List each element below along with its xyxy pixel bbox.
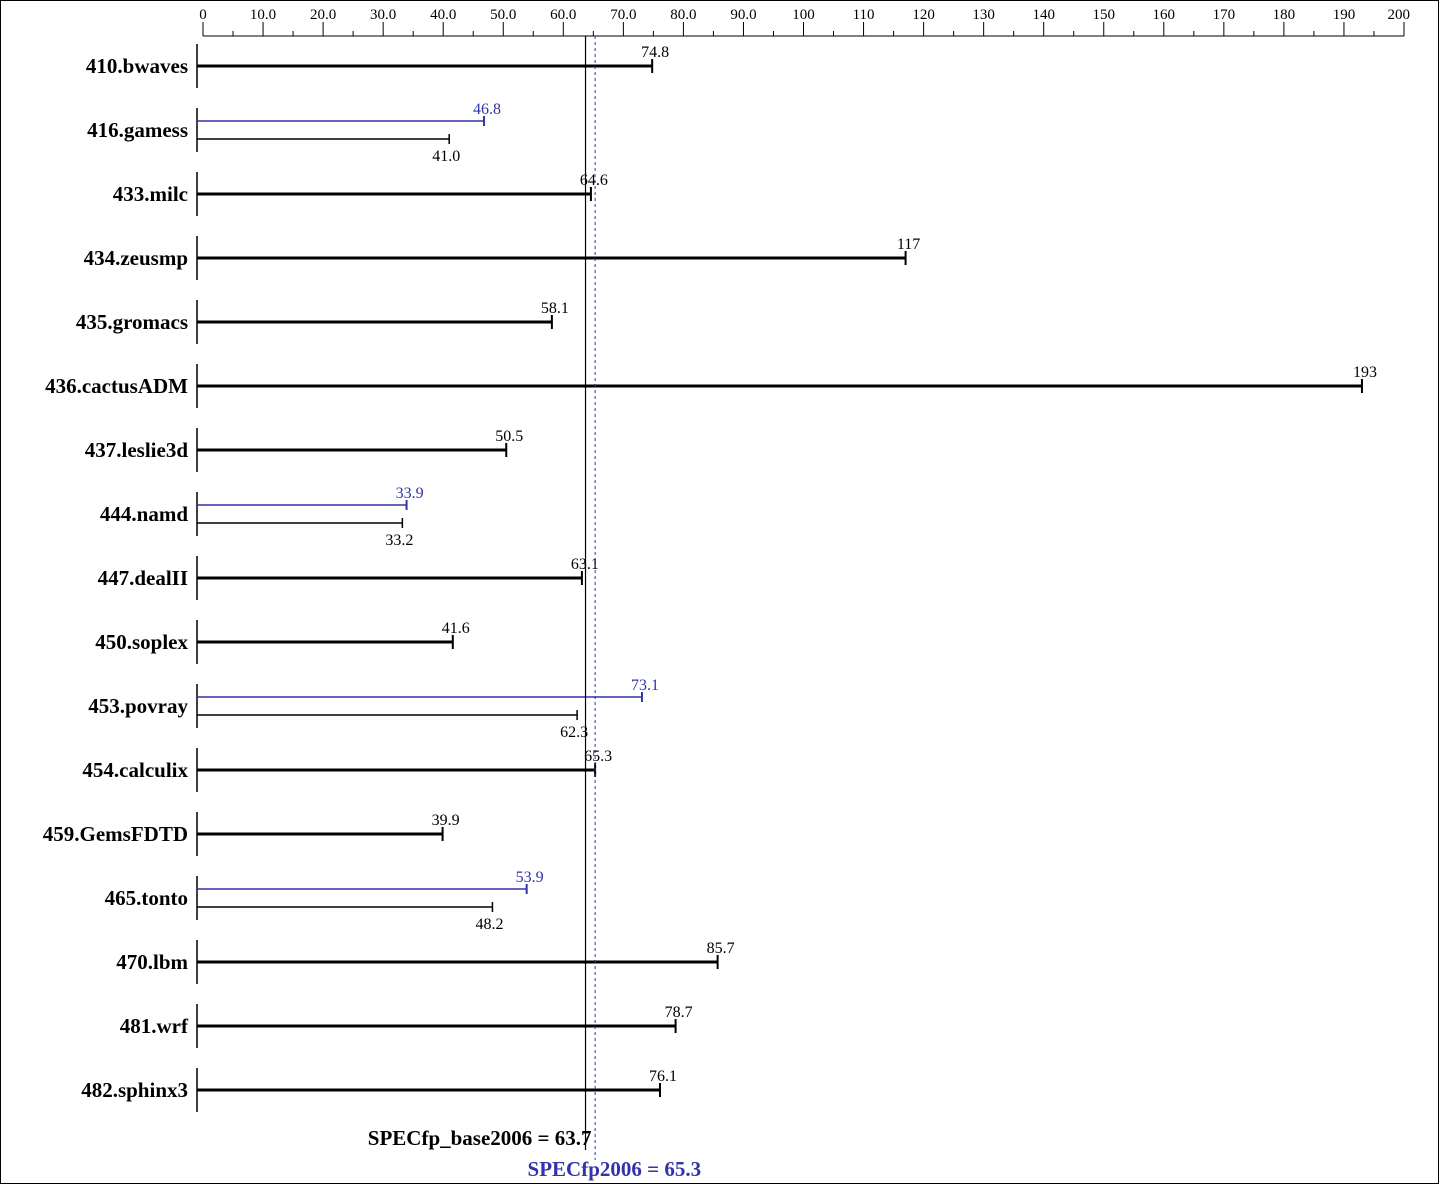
benchmark-row: 465.tonto 53.9 48.2 <box>105 869 544 933</box>
base-value-label: 117 <box>897 236 920 253</box>
benchmark-row: 481.wrf 78.7 <box>120 1004 693 1048</box>
x-tick-label: 150 <box>1093 7 1116 23</box>
benchmark-label: 434.zeusmp <box>84 246 188 270</box>
peak-value-label: 53.9 <box>516 869 544 886</box>
benchmark-row: 470.lbm 85.7 <box>116 940 735 984</box>
base-value-label: 48.2 <box>475 916 503 933</box>
benchmark-row: 433.milc 64.6 <box>113 172 608 216</box>
x-tick-label: 0 <box>199 7 207 23</box>
x-tick-label: 170 <box>1213 7 1236 23</box>
x-tick-label: 10.0 <box>250 7 276 23</box>
benchmark-row: 459.GemsFDTD 39.9 <box>43 812 460 856</box>
benchmark-row: 437.leslie3d 50.5 <box>85 428 523 472</box>
benchmark-label: 447.dealII <box>98 566 188 590</box>
base-value-label: 63.1 <box>571 556 599 573</box>
benchmark-row: 410.bwaves 74.8 <box>86 44 669 88</box>
benchmark-row: 416.gamess 46.8 41.0 <box>87 101 501 165</box>
benchmark-row: 482.sphinx3 76.1 <box>81 1068 677 1112</box>
benchmark-row: 447.dealII 63.1 <box>98 556 599 600</box>
base-value-label: 74.8 <box>641 44 669 61</box>
peak-value-label: 46.8 <box>473 101 501 118</box>
x-tick-label: 110 <box>853 7 875 23</box>
benchmark-row: 436.cactusADM 193 <box>45 364 1377 408</box>
base-value-label: 33.2 <box>385 532 413 549</box>
base-value-label: 41.0 <box>432 148 460 165</box>
benchmark-row: 435.gromacs 58.1 <box>76 300 569 344</box>
x-tick-label: 90.0 <box>730 7 756 23</box>
benchmark-label: 433.milc <box>113 182 188 206</box>
peak-value-label: 33.9 <box>396 485 424 502</box>
benchmark-label: 435.gromacs <box>76 310 188 334</box>
benchmark-label: 481.wrf <box>120 1014 189 1038</box>
benchmark-label: 453.povray <box>88 694 188 718</box>
benchmark-rows: 410.bwaves 74.8 416.gamess 46.8 41.0 433.milc… <box>43 44 1377 1112</box>
benchmark-label: 437.leslie3d <box>85 438 189 462</box>
base-value-label: 64.6 <box>580 172 608 189</box>
x-tick-label: 130 <box>972 7 995 23</box>
x-tick-label: 60.0 <box>550 7 576 23</box>
base-value-label: 50.5 <box>495 428 523 445</box>
benchmark-row: 453.povray 73.1 62.3 <box>88 677 659 741</box>
x-tick-label: 40.0 <box>430 7 456 23</box>
base-value-label: 85.7 <box>707 940 735 957</box>
x-axis: 0 10.0 20.0 30.0 40.0 50.0 60.0 70.0 80.0 90.0 100… <box>199 7 1411 37</box>
benchmark-label: 444.namd <box>100 502 188 526</box>
base-value-label: 58.1 <box>541 300 569 317</box>
x-tick-label: 180 <box>1273 7 1296 23</box>
x-tick-label: 20.0 <box>310 7 336 23</box>
benchmark-row: 444.namd 33.9 33.2 <box>100 485 424 549</box>
base-value-label: 65.3 <box>584 748 612 765</box>
benchmark-label: 410.bwaves <box>86 54 188 78</box>
peak-summary-label: SPECfp2006 = 65.3 <box>528 1157 702 1181</box>
x-tick-label: 140 <box>1032 7 1055 23</box>
x-tick-label: 80.0 <box>670 7 696 23</box>
x-tick-label: 120 <box>912 7 935 23</box>
base-value-label: 76.1 <box>649 1068 677 1085</box>
benchmark-row: 450.soplex 41.6 <box>95 620 470 664</box>
x-tick-label: 100 <box>792 7 815 23</box>
benchmark-label: 436.cactusADM <box>45 374 188 398</box>
x-tick-label: 160 <box>1153 7 1176 23</box>
x-tick-label: 200 <box>1388 7 1411 23</box>
benchmark-label: 454.calculix <box>82 758 188 782</box>
base-value-label: 78.7 <box>665 1004 693 1021</box>
benchmark-label: 482.sphinx3 <box>81 1078 188 1102</box>
x-tick-label: 190 <box>1333 7 1356 23</box>
benchmark-row: 434.zeusmp 117 <box>84 236 920 280</box>
benchmark-label: 465.tonto <box>105 886 188 910</box>
benchmark-label: 459.GemsFDTD <box>43 822 188 846</box>
base-value-label: 193 <box>1353 364 1377 381</box>
x-tick-label: 30.0 <box>370 7 396 23</box>
benchmark-label: 416.gamess <box>87 118 188 142</box>
peak-value-label: 73.1 <box>631 677 659 694</box>
benchmark-label: 470.lbm <box>116 950 188 974</box>
base-value-label: 41.6 <box>442 620 470 637</box>
base-summary-label: SPECfp_base2006 = 63.7 <box>368 1126 592 1150</box>
benchmark-label: 450.soplex <box>95 630 188 654</box>
x-tick-label: 70.0 <box>610 7 636 23</box>
base-value-label: 39.9 <box>432 812 460 829</box>
x-tick-label: 50.0 <box>490 7 516 23</box>
benchmark-row: 454.calculix 65.3 <box>82 748 612 792</box>
base-value-label: 62.3 <box>560 724 588 741</box>
summary-lines: SPECfp_base2006 = 63.7 SPECfp2006 = 65.3 <box>368 36 701 1181</box>
